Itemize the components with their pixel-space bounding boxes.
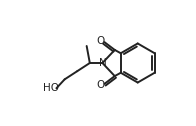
Text: O: O: [97, 80, 105, 89]
Text: HO: HO: [43, 83, 59, 93]
Text: O: O: [97, 37, 105, 46]
Text: N: N: [99, 58, 107, 68]
